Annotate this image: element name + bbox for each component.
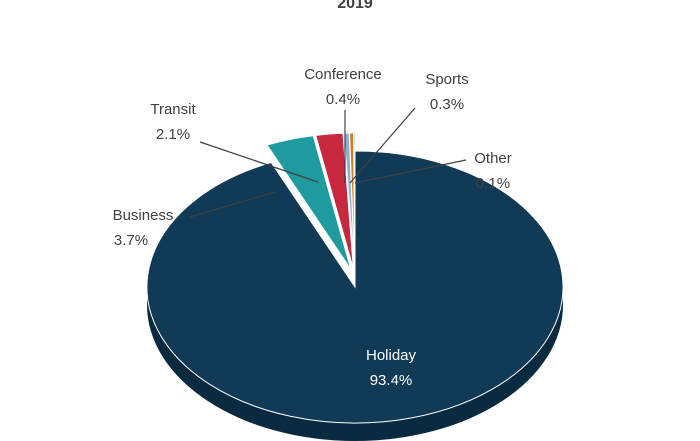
pie-slices [146, 132, 564, 441]
slice-label-transit: Transit [150, 101, 196, 118]
slice-label-other: Other [474, 150, 512, 167]
leader-line-other [354, 159, 467, 184]
slice-value-holiday: 93.4% [370, 372, 413, 389]
slice-value-sports: 0.3% [430, 96, 464, 113]
leader-line-sports [349, 107, 416, 184]
slice-label-business: Business [113, 207, 174, 224]
chart-title: 2019 [337, 0, 373, 12]
slice-value-business: 3.7% [114, 232, 148, 249]
slice-value-conference: 0.4% [326, 91, 360, 108]
slice-value-other: 0.1% [476, 175, 510, 192]
leader-line-transit [199, 141, 319, 183]
pie-slice-holiday [146, 150, 564, 424]
leader-line-business [189, 191, 276, 218]
pie-slice-business [266, 135, 352, 270]
leader-lines [189, 107, 467, 218]
slice-label-sports: Sports [425, 71, 468, 88]
pie-slice-transit [315, 132, 354, 270]
slice-label-conference: Conference [304, 66, 382, 83]
slice-label-holiday: Holiday [366, 347, 417, 364]
slice-value-transit: 2.1% [156, 126, 190, 143]
